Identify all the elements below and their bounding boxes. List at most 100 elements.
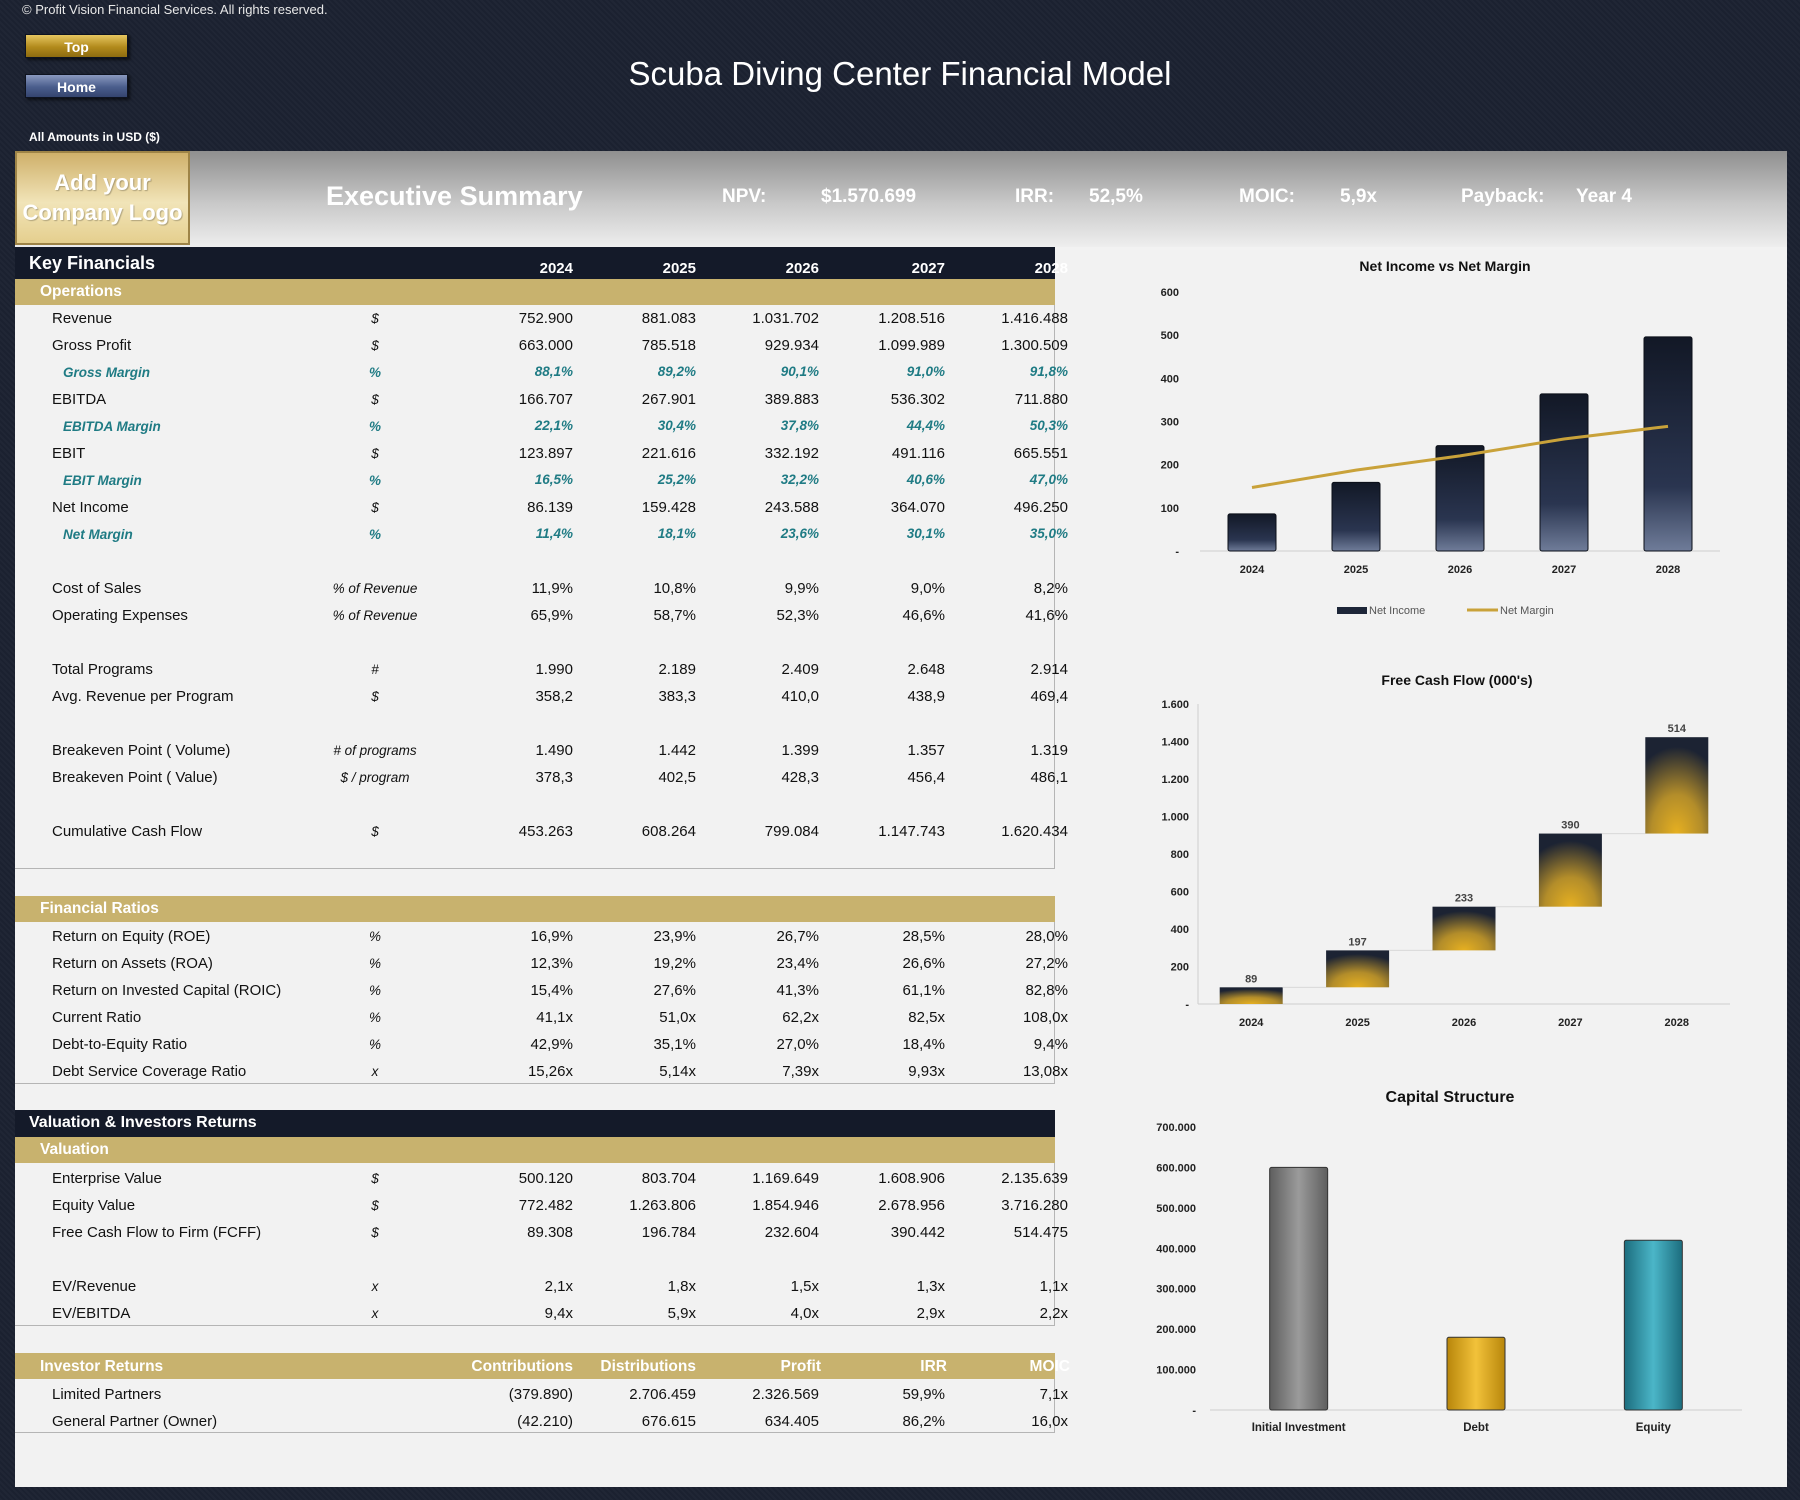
table-cell[interactable]: 496.250: [1013, 499, 1068, 516]
table-cell[interactable]: 1.099.989: [878, 337, 945, 354]
table-cell[interactable]: 389.883: [764, 391, 819, 408]
top-button[interactable]: Top: [25, 34, 128, 58]
table-cell[interactable]: 486,1: [1030, 769, 1068, 786]
table-cell[interactable]: 50,3%: [1029, 418, 1068, 433]
table-cell[interactable]: 41,3%: [776, 982, 819, 999]
table-cell[interactable]: 86.139: [527, 499, 573, 516]
table-cell[interactable]: 30,4%: [657, 418, 696, 433]
table-cell[interactable]: 47,0%: [1029, 472, 1068, 487]
table-cell[interactable]: 1.442: [658, 742, 696, 759]
table-cell[interactable]: 438,9: [907, 688, 945, 705]
table-cell[interactable]: 1.263.806: [629, 1197, 696, 1214]
table-cell[interactable]: 40,6%: [906, 472, 945, 487]
table-cell[interactable]: 711.880: [1014, 391, 1068, 408]
table-cell[interactable]: 1.416.488: [1001, 310, 1068, 327]
table-cell[interactable]: 12,3%: [530, 955, 573, 972]
table-cell[interactable]: 665.551: [1013, 445, 1068, 462]
table-cell[interactable]: 881.083: [641, 310, 696, 327]
table-cell[interactable]: 25,2%: [657, 472, 696, 487]
table-cell[interactable]: 52,3%: [776, 607, 819, 624]
table-cell[interactable]: 1.990: [535, 661, 573, 678]
table-cell[interactable]: 1.031.702: [752, 310, 819, 327]
table-cell[interactable]: 2.706.459: [629, 1386, 696, 1403]
table-cell[interactable]: 232.604: [764, 1224, 819, 1241]
table-cell[interactable]: 65,9%: [530, 607, 573, 624]
table-cell[interactable]: 86,2%: [902, 1413, 945, 1430]
table-cell[interactable]: 35,0%: [1029, 526, 1068, 541]
table-cell[interactable]: (379.890): [508, 1386, 573, 1403]
table-cell[interactable]: 42,9%: [530, 1036, 573, 1053]
table-cell[interactable]: 1.208.516: [878, 310, 945, 327]
table-cell[interactable]: 9,4x: [544, 1305, 573, 1322]
table-cell[interactable]: 26,7%: [776, 928, 819, 945]
table-cell[interactable]: 5,14x: [659, 1063, 696, 1080]
table-cell[interactable]: 929.934: [764, 337, 819, 354]
table-cell[interactable]: 13,08x: [1022, 1063, 1068, 1080]
table-cell[interactable]: 28,5%: [902, 928, 945, 945]
table-cell[interactable]: 332.192: [764, 445, 819, 462]
table-cell[interactable]: 41,1x: [536, 1009, 573, 1026]
table-cell[interactable]: 803.704: [641, 1170, 696, 1187]
table-cell[interactable]: 82,5x: [908, 1009, 945, 1026]
table-cell[interactable]: 51,0x: [659, 1009, 696, 1026]
table-cell[interactable]: 58,7%: [653, 607, 696, 624]
table-cell[interactable]: 26,6%: [902, 955, 945, 972]
table-cell[interactable]: 1.319: [1030, 742, 1068, 759]
table-cell[interactable]: 46,6%: [902, 607, 945, 624]
table-cell[interactable]: 378,3: [535, 769, 573, 786]
table-cell[interactable]: 1.357: [907, 742, 945, 759]
table-cell[interactable]: 500.120: [518, 1170, 573, 1187]
table-cell[interactable]: 2,1x: [544, 1278, 573, 1295]
table-cell[interactable]: 1.300.509: [1001, 337, 1068, 354]
table-cell[interactable]: 16,0x: [1031, 1413, 1068, 1430]
table-cell[interactable]: 2.678.956: [878, 1197, 945, 1214]
table-cell[interactable]: 8,2%: [1033, 580, 1068, 597]
table-cell[interactable]: 88,1%: [534, 364, 573, 379]
table-cell[interactable]: 82,8%: [1025, 982, 1068, 999]
table-cell[interactable]: 453.263: [518, 823, 573, 840]
table-cell[interactable]: 27,0%: [776, 1036, 819, 1053]
table-cell[interactable]: 108,0x: [1022, 1009, 1068, 1026]
table-cell[interactable]: 16,9%: [530, 928, 573, 945]
table-cell[interactable]: 9,0%: [910, 580, 945, 597]
home-button[interactable]: Home: [25, 74, 128, 98]
table-cell[interactable]: 23,9%: [653, 928, 696, 945]
table-cell[interactable]: 2,9x: [916, 1305, 945, 1322]
table-cell[interactable]: 2.189: [658, 661, 696, 678]
table-cell[interactable]: 18,1%: [657, 526, 696, 541]
table-cell[interactable]: 2.648: [907, 661, 945, 678]
table-cell[interactable]: 19,2%: [653, 955, 696, 972]
table-cell[interactable]: 469,4: [1030, 688, 1068, 705]
table-cell[interactable]: 159.428: [641, 499, 696, 516]
table-cell[interactable]: 44,4%: [906, 418, 945, 433]
table-cell[interactable]: 90,1%: [780, 364, 819, 379]
table-cell[interactable]: 3.716.280: [1001, 1197, 1068, 1214]
table-cell[interactable]: 1.147.743: [878, 823, 945, 840]
table-cell[interactable]: 428,3: [781, 769, 819, 786]
table-cell[interactable]: 1,3x: [916, 1278, 945, 1295]
table-cell[interactable]: (42.210): [517, 1413, 573, 1430]
table-cell[interactable]: 456,4: [907, 769, 945, 786]
table-cell[interactable]: 27,6%: [653, 982, 696, 999]
table-cell[interactable]: 243.588: [764, 499, 819, 516]
table-cell[interactable]: 785.518: [641, 337, 696, 354]
table-cell[interactable]: 23,4%: [776, 955, 819, 972]
table-cell[interactable]: 59,9%: [902, 1386, 945, 1403]
table-cell[interactable]: 2.409: [781, 661, 819, 678]
table-cell[interactable]: 11,4%: [535, 526, 573, 541]
table-cell[interactable]: 2.135.639: [1001, 1170, 1068, 1187]
table-cell[interactable]: 2.326.569: [752, 1386, 819, 1403]
table-cell[interactable]: 62,2x: [782, 1009, 819, 1026]
table-cell[interactable]: 11,9%: [531, 580, 573, 597]
table-cell[interactable]: 16,5%: [534, 472, 573, 487]
table-cell[interactable]: 752.900: [518, 310, 573, 327]
table-cell[interactable]: 23,6%: [780, 526, 819, 541]
table-cell[interactable]: 1,5x: [790, 1278, 819, 1295]
table-cell[interactable]: 536.302: [890, 391, 945, 408]
table-cell[interactable]: 18,4%: [902, 1036, 945, 1053]
table-cell[interactable]: 41,6%: [1025, 607, 1068, 624]
table-cell[interactable]: 15,26x: [527, 1063, 573, 1080]
table-cell[interactable]: 196.784: [641, 1224, 696, 1241]
table-cell[interactable]: 123.897: [518, 445, 573, 462]
table-cell[interactable]: 1.620.434: [1001, 823, 1068, 840]
